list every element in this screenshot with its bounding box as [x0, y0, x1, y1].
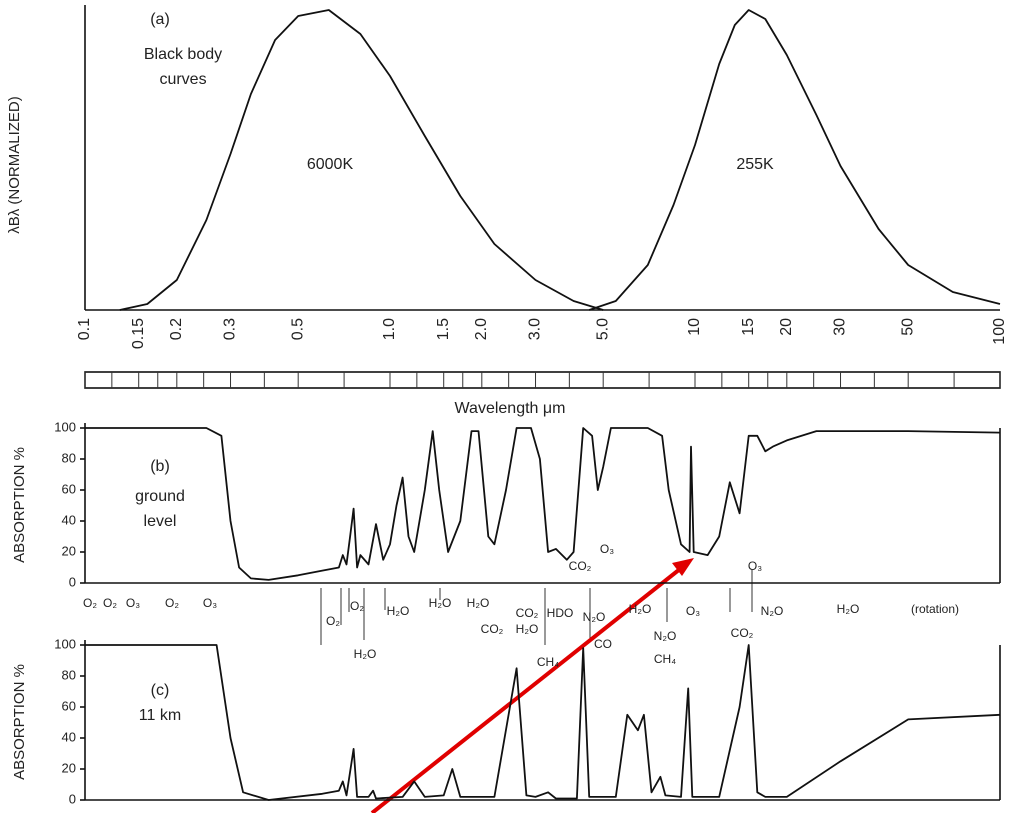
y-axis-label: λBλ (NORMALIZED): [6, 96, 23, 234]
curve: [588, 9, 1001, 311]
panel-annotation: Black body: [144, 46, 222, 63]
gas-label: O₃: [126, 596, 140, 610]
x-tick-label: 0.2: [168, 318, 185, 340]
gas-label: H₂O: [516, 622, 539, 636]
x-tick-label: 30: [832, 318, 849, 336]
y-axis-label: ABSORPTION %: [11, 664, 28, 780]
x-tick-label: 100: [991, 318, 1008, 345]
x-tick-label: 3.0: [527, 318, 544, 340]
panel-annotation: (c): [151, 682, 170, 699]
gas-label: CO₂: [481, 622, 504, 636]
y-tick-label: 60: [62, 698, 76, 713]
curve: [85, 644, 1001, 801]
gas-label: H₂O: [629, 602, 652, 616]
gas-label: N₂O: [583, 610, 606, 624]
x-tick-label: 5.0: [594, 318, 611, 340]
curve: [85, 427, 1001, 581]
x-tick-label: 0.15: [130, 318, 147, 349]
x-tick-label: 50: [899, 318, 916, 336]
x-tick-label: 1.0: [381, 318, 398, 340]
y-tick-label: 80: [62, 667, 76, 682]
label-connectors: [320, 570, 753, 645]
arrow-shaft: [370, 567, 682, 813]
red-arrow: [370, 558, 694, 813]
panel-annotation: (a): [150, 11, 170, 28]
panel-annotation: level: [144, 513, 177, 530]
gas-label: H₂O: [429, 596, 452, 610]
gas-label: CO: [594, 637, 612, 651]
y-tick-label: 80: [62, 450, 76, 465]
wavelength-bar: [84, 371, 1001, 389]
x-tick-label: 0.5: [289, 318, 306, 340]
gas-label: O₃: [600, 542, 614, 556]
y-tick-label: 40: [62, 729, 76, 744]
x-tick-label: 10: [686, 318, 703, 336]
y-tick-label: 20: [62, 543, 76, 558]
arrow-head: [672, 558, 694, 576]
y-tick-label: 0: [69, 791, 76, 806]
x-tick-label: 1.5: [435, 318, 452, 340]
gas-label: H₂O: [387, 604, 410, 618]
x-tick-label: 20: [778, 318, 795, 336]
y-tick-label: 60: [62, 481, 76, 496]
gas-label: O₂: [83, 596, 97, 610]
gas-label: CO₂: [731, 626, 754, 640]
gas-label: O₃: [686, 604, 700, 618]
gas-label: H₂O: [467, 596, 490, 610]
gas-label: O₃: [748, 559, 762, 573]
gas-label: O₂: [165, 596, 179, 610]
gas-label: CO₂: [516, 606, 539, 620]
curve: [119, 9, 604, 311]
gas-label: CH₄: [654, 652, 676, 666]
y-axis-label: ABSORPTION %: [11, 447, 28, 563]
gas-label: HDO: [547, 606, 574, 620]
panel-annotation: curves: [159, 71, 206, 88]
gas-label: (rotation): [911, 602, 959, 616]
x-tick-label: 2.0: [473, 318, 490, 340]
gas-label: CH₄: [537, 655, 559, 669]
gas-label: CO₂: [569, 559, 592, 573]
gas-label: O₃: [203, 596, 217, 610]
curve-label: 6000K: [307, 156, 354, 173]
x-tick-label: 0.1: [76, 318, 93, 340]
y-tick-label: 20: [62, 760, 76, 775]
y-tick-label: 0: [69, 574, 76, 589]
gas-label: O₂: [326, 614, 340, 628]
gas-label: N₂O: [654, 629, 677, 643]
x-axis-label: Wavelength μm: [455, 400, 566, 417]
gas-label: H₂O: [354, 647, 377, 661]
y-tick-label: 100: [54, 636, 76, 651]
panel-annotation: (b): [150, 458, 170, 475]
x-tick-label: 15: [740, 318, 757, 336]
gas-label: N₂O: [761, 604, 784, 618]
gas-label: O₂: [103, 596, 117, 610]
gas-label: O₂: [350, 599, 364, 613]
curve-label: 255K: [736, 156, 774, 173]
y-tick-label: 40: [62, 512, 76, 527]
panel-annotation: ground: [135, 488, 185, 505]
x-tick-label: 0.3: [222, 318, 239, 340]
panel-annotation: 11 km: [139, 707, 181, 724]
gas-label: H₂O: [837, 602, 860, 616]
y-tick-label: 100: [54, 419, 76, 434]
